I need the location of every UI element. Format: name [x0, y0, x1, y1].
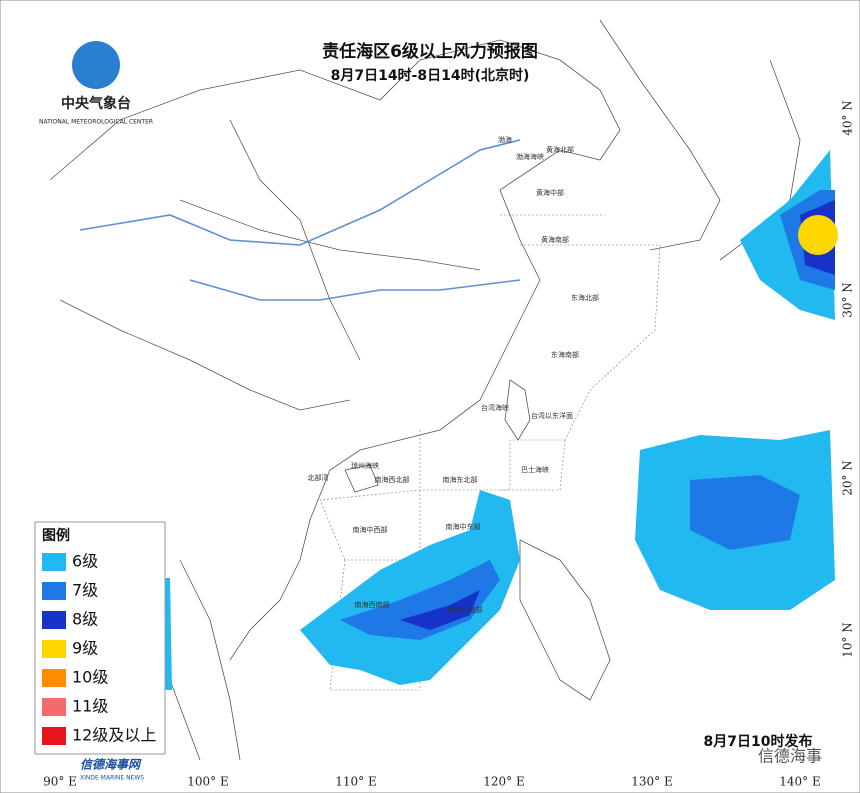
site-name-en: XINDE MARINE NEWS	[80, 775, 144, 782]
sea-area-label: 台湾以东洋面	[531, 411, 573, 420]
wind-area-6	[300, 490, 520, 685]
legend-swatch	[42, 669, 66, 687]
title: 责任海区6级以上风力预报图	[322, 41, 538, 62]
longitude-label: 120° E	[483, 775, 524, 789]
sea-area-label: 台湾海峡	[481, 403, 509, 412]
legend-label: 12级及以上	[72, 726, 156, 745]
site-name: 信德海事网	[80, 758, 142, 772]
legend-swatch	[42, 582, 66, 600]
hainan	[344, 464, 379, 493]
sea-area-label: 黄海中部	[536, 188, 564, 197]
sea-area-label: 渤海海峡	[516, 152, 544, 161]
legend-swatch	[42, 611, 66, 629]
legend-swatch	[42, 553, 66, 571]
latitude-label: 10° N	[841, 622, 855, 658]
longitude-label: 110° E	[335, 775, 376, 789]
rivers	[79, 139, 521, 301]
wind-area-7	[340, 560, 500, 640]
sea-area-label: 黄海北部	[546, 145, 574, 154]
legend-swatch	[42, 698, 66, 716]
latitude-label: 30° N	[841, 282, 855, 318]
sea-area-label: 巴士海峡	[521, 465, 549, 474]
legend-swatch	[42, 727, 66, 745]
sea-area-label: 南海中东部	[446, 522, 481, 531]
sea-area-label: 南海西北部	[375, 475, 410, 484]
legend-title: 图例	[42, 527, 70, 544]
sea-area-label: 北部湾	[308, 473, 329, 482]
longitude-label: 100° E	[187, 775, 228, 789]
longitude-label: 130° E	[631, 775, 672, 789]
wind-area-9	[798, 215, 838, 255]
legend-swatch	[42, 640, 66, 658]
sea-area-label: 渤海	[498, 135, 512, 144]
longitude-label: 140° E	[779, 775, 820, 789]
sea-area-label: 南海中西部	[353, 525, 388, 534]
wind-area-7	[690, 475, 800, 550]
legend-label: 7级	[72, 581, 98, 600]
issue-time: 8月7日10时发布	[704, 733, 813, 750]
sea-area-label: 黄海南部	[541, 235, 569, 244]
sea-area-label: 南海西南部	[355, 600, 390, 609]
legend-label: 6级	[72, 552, 98, 571]
taiwan	[504, 379, 531, 441]
latitude-label: 40° N	[841, 100, 855, 136]
philippines	[519, 539, 611, 701]
watermark: 信德海事	[758, 747, 822, 766]
latitude-label: 20° N	[841, 460, 855, 496]
sea-area-label: 东海北部	[571, 293, 599, 302]
org-name: 中央气象台	[61, 95, 131, 112]
subtitle: 8月7日14时-8日14时(北京时)	[331, 67, 530, 84]
legend-label: 10级	[72, 668, 108, 687]
wind-area-8	[400, 590, 480, 630]
org-name-en: NATIONAL METEOROLOGICAL CENTER	[39, 119, 153, 126]
sea-area-label: 琼州海峡	[351, 461, 379, 470]
legend-label: 8级	[72, 610, 98, 629]
logo	[72, 41, 120, 89]
legend-label: 11级	[72, 697, 108, 716]
legend-label: 9级	[72, 639, 98, 658]
longitude-label: 90° E	[43, 775, 77, 789]
sea-area-label: 东海南部	[551, 350, 579, 359]
sea-area-label: 南海东南部	[448, 605, 483, 614]
sea-area-label: 南海东北部	[443, 475, 478, 484]
province-borders	[59, 119, 481, 411]
